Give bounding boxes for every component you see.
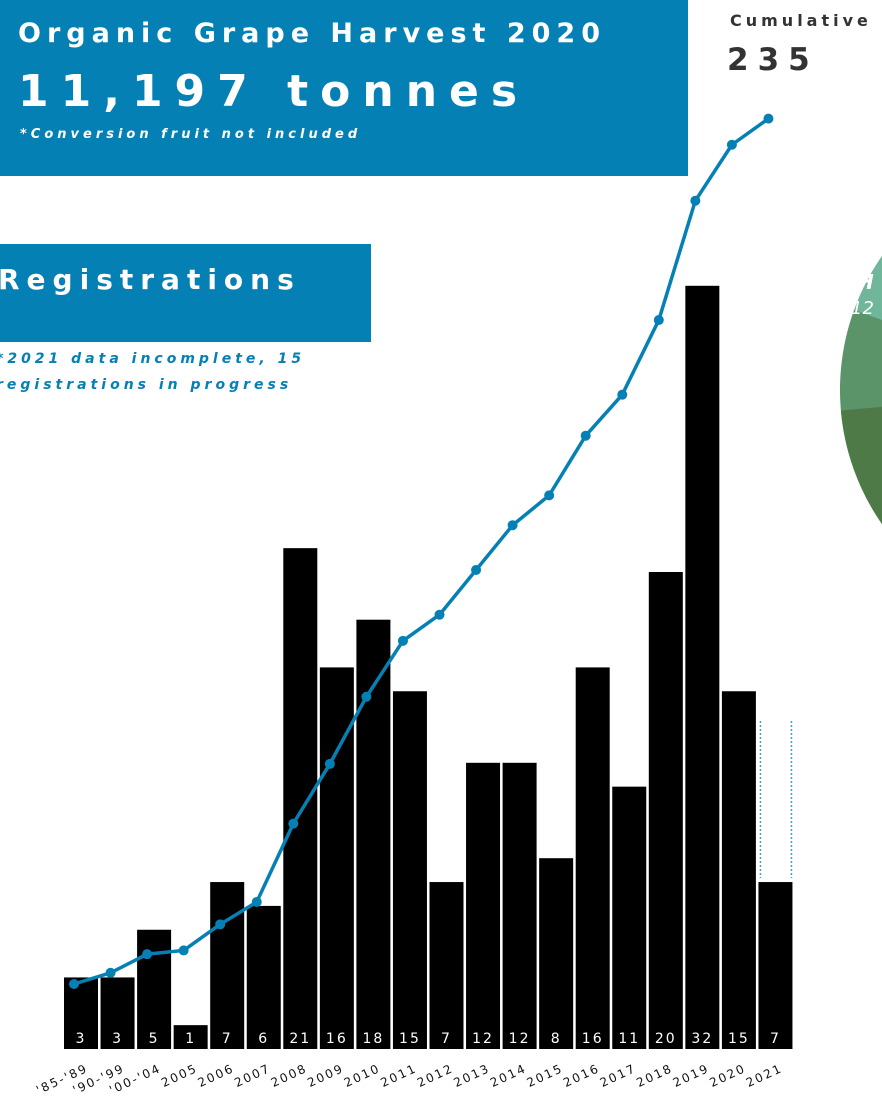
bar-value-label: 1 (185, 1031, 196, 1047)
cumulative-point (397, 635, 408, 646)
bar-value-label: 8 (551, 1031, 562, 1047)
bar (356, 619, 391, 1049)
cumulative-point (507, 520, 518, 531)
bar (64, 977, 98, 1049)
bar (137, 929, 172, 1049)
bar (319, 667, 354, 1049)
x-axis-ticks: '85-'89'90-'99'00-'042005200620072008200… (34, 1061, 785, 1097)
cumulative-point (617, 389, 628, 400)
cumulative-label: Cumulative (730, 11, 872, 30)
bar-value-label: 12 (472, 1031, 494, 1047)
bar-value-label: 20 (655, 1031, 677, 1047)
pie-partial: H 12 (840, 256, 882, 524)
bar-value-label: 6 (258, 1031, 269, 1047)
registrations-note: *2021 data incomplete, 15 registrations … (0, 346, 305, 398)
cumulative-point (580, 430, 591, 441)
harvest-value: 11,197 tonnes (18, 66, 530, 117)
x-tick-label: 2010 (342, 1061, 383, 1090)
x-tick-label: 2018 (634, 1061, 675, 1090)
x-tick-label: 2013 (451, 1061, 492, 1090)
registrations-note-line2: registrations in progress (0, 377, 293, 393)
x-tick-label: 2021 (744, 1061, 785, 1090)
harvest-banner: Organic Grape Harvest 2020 11,197 tonnes… (0, 0, 688, 176)
pie-slice (854, 256, 882, 320)
cumulative-point (690, 195, 701, 206)
x-tick-label: 2020 (707, 1061, 748, 1090)
x-tick-label: 2007 (232, 1061, 273, 1090)
cumulative-point (251, 896, 262, 907)
cumulative-point (544, 490, 555, 501)
bar (392, 691, 427, 1049)
cumulative-point (324, 758, 335, 769)
bar-value-label: 32 (691, 1031, 713, 1047)
bar-value-label: 16 (582, 1031, 604, 1047)
x-tick-label: 2019 (671, 1061, 712, 1090)
cumulative-point (105, 967, 116, 978)
x-tick-label: 2015 (525, 1061, 566, 1090)
bar (539, 858, 574, 1049)
bar (173, 1025, 208, 1049)
bar (685, 285, 720, 1049)
bar-value-label: 11 (618, 1031, 640, 1047)
cumulative-point (653, 315, 664, 326)
x-tick-label: 2006 (196, 1061, 237, 1090)
cumulative-series (69, 113, 774, 989)
in-progress-markers (759, 721, 793, 879)
harvest-note: *Conversion fruit not included (20, 127, 362, 142)
bar-value-label: 21 (289, 1031, 311, 1047)
registrations-title: Registrations (0, 263, 301, 296)
bar-value-label: 7 (441, 1031, 452, 1047)
bar-value-label: 15 (399, 1031, 421, 1047)
x-tick-label: 2005 (159, 1061, 200, 1090)
x-tick-label: 2011 (378, 1061, 419, 1090)
bar-series: 3 3 5 1 7 6 21 16 18 15 7 12 12 8 16 11 20 32 15 7 (64, 285, 793, 1049)
cumulative-point (142, 949, 153, 960)
bar (758, 882, 793, 1049)
bar (648, 572, 683, 1049)
cumulative-point (726, 139, 737, 150)
pie-slice (840, 406, 882, 524)
registrations-banner: Registrations (0, 244, 371, 342)
cumulative-point (361, 691, 372, 702)
bar-value-label: 3 (112, 1031, 123, 1047)
bar (721, 691, 756, 1049)
harvest-title: Organic Grape Harvest 2020 (18, 18, 606, 49)
cumulative-line (73, 117, 770, 986)
cumulative-point (434, 609, 445, 620)
cumulative-point (288, 818, 299, 829)
bar-value-label: 3 (76, 1031, 87, 1047)
pie-label-letter: H (857, 270, 874, 294)
cumulative-point (178, 945, 189, 956)
pie-label-number: 12 (851, 298, 874, 319)
registrations-note-line1: *2021 data incomplete, 15 (0, 351, 306, 367)
x-tick-label: 2012 (415, 1061, 456, 1090)
cumulative-point (215, 919, 226, 930)
x-tick-label: 2009 (305, 1061, 346, 1090)
x-tick-label: 2008 (269, 1061, 310, 1090)
cumulative-value: 235 (727, 42, 819, 78)
x-tick-label: 2014 (488, 1061, 529, 1090)
bar-value-label: 16 (326, 1031, 348, 1047)
bar (283, 548, 318, 1049)
bar (502, 762, 537, 1049)
bar (246, 905, 281, 1049)
x-tick-label: 2017 (598, 1061, 639, 1090)
bar-value-label: 5 (149, 1031, 160, 1047)
cumulative-point (471, 564, 482, 575)
bar (429, 882, 464, 1049)
cumulative-point (763, 113, 774, 124)
bar-value-label: 15 (728, 1031, 750, 1047)
bar-value-label: 12 (509, 1031, 531, 1047)
bar-value-label: 7 (770, 1031, 781, 1047)
bar-value-label: 7 (222, 1031, 233, 1047)
bar (466, 762, 501, 1049)
bar-value-label: 18 (362, 1031, 384, 1047)
bar (612, 786, 647, 1049)
bar (210, 882, 245, 1049)
bar (575, 667, 610, 1049)
x-tick-label: 2016 (561, 1061, 602, 1090)
cumulative-point (69, 979, 79, 989)
bar (100, 977, 135, 1049)
